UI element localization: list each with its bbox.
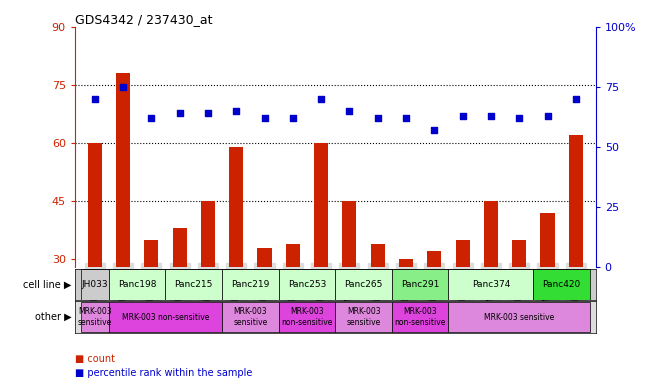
Point	[514, 115, 525, 121]
Text: Panc253: Panc253	[288, 280, 326, 289]
Bar	[370, 244, 385, 267]
Bar	[342, 201, 357, 267]
Bar	[449, 302, 590, 332]
Point	[571, 96, 581, 102]
Point	[486, 113, 496, 119]
Text: Panc291: Panc291	[401, 280, 439, 289]
Text: MRK-003
non-sensitive: MRK-003 non-sensitive	[395, 308, 446, 327]
Bar	[109, 302, 222, 332]
Text: Panc198: Panc198	[118, 280, 156, 289]
Bar	[569, 135, 583, 267]
Bar	[392, 302, 449, 332]
Bar	[109, 270, 165, 300]
Text: JH033: JH033	[81, 280, 108, 289]
Point	[231, 108, 242, 114]
Text: Panc219: Panc219	[231, 280, 270, 289]
Bar	[484, 201, 498, 267]
Text: other ▶: other ▶	[35, 312, 72, 322]
Text: MRK-003
sensitive: MRK-003 sensitive	[77, 308, 112, 327]
Bar	[399, 259, 413, 267]
Point	[429, 127, 439, 133]
Point	[259, 115, 270, 121]
Text: MRK-003
sensitive: MRK-003 sensitive	[233, 308, 268, 327]
Text: Panc374: Panc374	[472, 280, 510, 289]
Bar	[201, 201, 215, 267]
Bar	[279, 270, 335, 300]
Bar	[512, 240, 526, 267]
Bar	[145, 240, 158, 267]
Text: Panc215: Panc215	[174, 280, 213, 289]
Bar	[116, 73, 130, 267]
Text: MRK-003 non-sensitive: MRK-003 non-sensitive	[122, 313, 209, 322]
Text: cell line ▶: cell line ▶	[23, 280, 72, 290]
Bar	[314, 143, 328, 267]
Point	[344, 108, 355, 114]
Bar	[533, 270, 590, 300]
Point	[174, 110, 185, 116]
Bar	[81, 270, 109, 300]
Text: MRK-003
non-sensitive: MRK-003 non-sensitive	[281, 308, 333, 327]
Bar	[286, 244, 300, 267]
Text: MRK-003
sensitive: MRK-003 sensitive	[346, 308, 381, 327]
Point	[372, 115, 383, 121]
Text: MRK-003 sensitive: MRK-003 sensitive	[484, 313, 555, 322]
Bar	[335, 302, 392, 332]
Text: ■ percentile rank within the sample: ■ percentile rank within the sample	[75, 368, 252, 378]
Point	[202, 110, 213, 116]
Text: ■ count: ■ count	[75, 354, 115, 364]
Bar	[165, 270, 222, 300]
Bar	[229, 147, 243, 267]
Bar	[257, 248, 271, 267]
Text: Panc265: Panc265	[344, 280, 383, 289]
Text: GDS4342 / 237430_at: GDS4342 / 237430_at	[75, 13, 212, 26]
Bar	[427, 252, 441, 267]
Bar	[335, 270, 392, 300]
Bar	[540, 213, 555, 267]
Bar	[279, 302, 335, 332]
Text: Panc420: Panc420	[542, 280, 581, 289]
Bar	[88, 143, 102, 267]
Point	[118, 84, 128, 90]
Bar	[222, 302, 279, 332]
Point	[542, 113, 553, 119]
Point	[401, 115, 411, 121]
Bar	[173, 228, 187, 267]
Bar	[392, 270, 449, 300]
Bar	[449, 270, 533, 300]
Point	[146, 115, 156, 121]
Bar	[456, 240, 470, 267]
Point	[288, 115, 298, 121]
Point	[458, 113, 468, 119]
Bar	[222, 270, 279, 300]
Point	[316, 96, 326, 102]
Point	[89, 96, 100, 102]
Bar	[81, 302, 109, 332]
